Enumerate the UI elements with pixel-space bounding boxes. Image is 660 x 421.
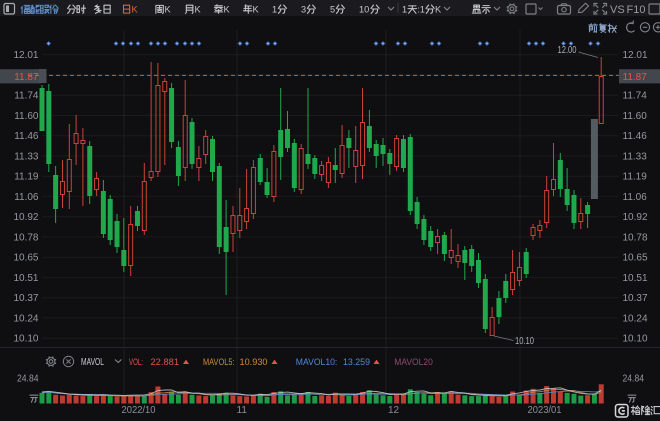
- svg-text:11.60: 11.60: [623, 111, 648, 122]
- svg-text:10.37: 10.37: [13, 293, 38, 304]
- svg-text:10.92: 10.92: [623, 212, 648, 223]
- svg-text:10.24: 10.24: [13, 313, 38, 324]
- svg-text:2022/10: 2022/10: [122, 405, 156, 416]
- svg-text:F10: F10: [627, 4, 646, 16]
- svg-text:22.881: 22.881: [151, 357, 180, 368]
- svg-text:10.37: 10.37: [623, 293, 648, 304]
- svg-text:MAVOL20: MAVOL20: [394, 357, 433, 368]
- svg-text:10.24: 10.24: [623, 313, 648, 324]
- svg-text:11.46: 11.46: [14, 131, 39, 142]
- svg-text:11.19: 11.19: [623, 172, 648, 183]
- svg-text:10.65: 10.65: [13, 253, 38, 264]
- svg-text:10.65: 10.65: [623, 253, 648, 264]
- svg-text:24.84: 24.84: [623, 374, 645, 385]
- svg-text::1: :1: [417, 4, 425, 14]
- svg-text:11.33: 11.33: [623, 151, 648, 162]
- svg-text:10: 10: [359, 4, 369, 14]
- svg-text:VOL:: VOL:: [129, 357, 143, 368]
- svg-text:10.10: 10.10: [515, 336, 534, 347]
- svg-text:2023/01: 2023/01: [528, 405, 562, 416]
- svg-text:K: K: [195, 4, 202, 14]
- svg-text:12.00: 12.00: [558, 45, 577, 56]
- svg-text:1: 1: [402, 4, 407, 14]
- svg-text:5: 5: [330, 4, 335, 14]
- svg-text:K: K: [253, 4, 260, 14]
- svg-text:11.74: 11.74: [14, 91, 39, 102]
- svg-text:11.60: 11.60: [14, 111, 39, 122]
- svg-text:K: K: [224, 4, 231, 14]
- svg-text:MAVOL10:: MAVOL10:: [296, 357, 338, 368]
- svg-text:11.74: 11.74: [623, 91, 648, 102]
- svg-text:12.01: 12.01: [13, 50, 38, 61]
- svg-text:11.46: 11.46: [623, 131, 648, 142]
- svg-text:VS: VS: [610, 4, 625, 16]
- svg-text:10.10: 10.10: [623, 334, 648, 345]
- svg-text:10.10: 10.10: [13, 334, 38, 345]
- svg-text:24.84: 24.84: [17, 374, 39, 385]
- svg-text:11.87: 11.87: [623, 72, 648, 83]
- svg-text:11.19: 11.19: [14, 172, 39, 183]
- svg-text:12: 12: [388, 405, 400, 416]
- svg-text:12.01: 12.01: [623, 50, 648, 61]
- svg-text:11.06: 11.06: [623, 192, 648, 203]
- svg-text:3: 3: [301, 4, 306, 14]
- svg-text:10.78: 10.78: [623, 232, 648, 243]
- svg-text:11: 11: [237, 405, 248, 416]
- svg-text:10.51: 10.51: [623, 273, 648, 284]
- svg-text:K: K: [132, 4, 139, 14]
- svg-text:10.51: 10.51: [13, 273, 38, 284]
- svg-text:1: 1: [272, 4, 277, 14]
- svg-text:MAVOL5:: MAVOL5:: [203, 357, 235, 368]
- svg-text:K: K: [165, 4, 172, 14]
- svg-text:K: K: [435, 4, 442, 14]
- svg-text:11.33: 11.33: [14, 151, 39, 162]
- svg-text:13.259: 13.259: [343, 357, 370, 368]
- svg-text:10.78: 10.78: [13, 232, 38, 243]
- svg-text:11.06: 11.06: [14, 192, 39, 203]
- svg-text:MAVOL: MAVOL: [81, 357, 104, 368]
- svg-text:11.87: 11.87: [14, 72, 39, 83]
- svg-text:10.930: 10.930: [240, 357, 268, 368]
- svg-text:10.92: 10.92: [13, 212, 38, 223]
